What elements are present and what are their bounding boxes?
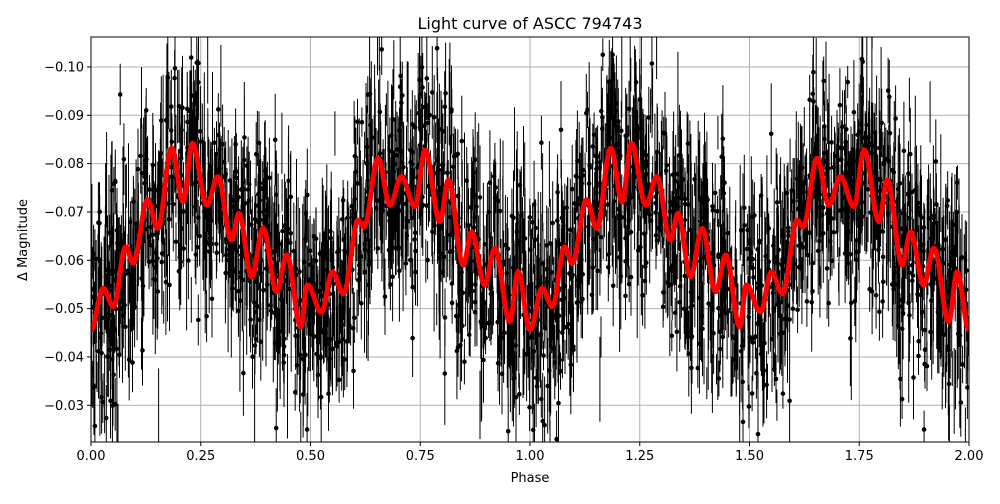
y-tick-label: −0.06: [44, 254, 84, 269]
x-tick-label: 1.00: [516, 449, 545, 464]
y-tick-label: −0.05: [44, 302, 84, 317]
x-axis-label: Phase: [511, 471, 550, 486]
x-tick-label: 1.75: [845, 449, 874, 464]
axis-ticks: 0.00 0.25 0.50 0.75 1.00 1.25 1.50 1.75 2.00 −0.1…: [44, 60, 983, 464]
y-tick-label: −0.10: [44, 60, 84, 75]
model-curve: [91, 140, 969, 333]
x-tick-label: 0.25: [186, 449, 215, 464]
x-tick-label: 0.75: [406, 449, 435, 464]
x-tick-label: 1.50: [735, 449, 764, 464]
x-tick-label: 1.25: [625, 449, 654, 464]
y-tick-label: −0.07: [44, 205, 84, 220]
y-tick-label: −0.04: [44, 350, 84, 365]
y-axis-label: Δ Magnitude: [16, 199, 31, 281]
y-tick-label: −0.03: [44, 399, 84, 414]
x-tick-label: 2.00: [955, 449, 984, 464]
x-tick-label: 0.50: [296, 449, 325, 464]
y-tick-label: −0.08: [44, 157, 84, 172]
chart-title: Light curve of ASCC 794743: [417, 14, 642, 33]
x-tick-label: 0.00: [77, 449, 106, 464]
y-tick-label: −0.09: [44, 109, 84, 124]
